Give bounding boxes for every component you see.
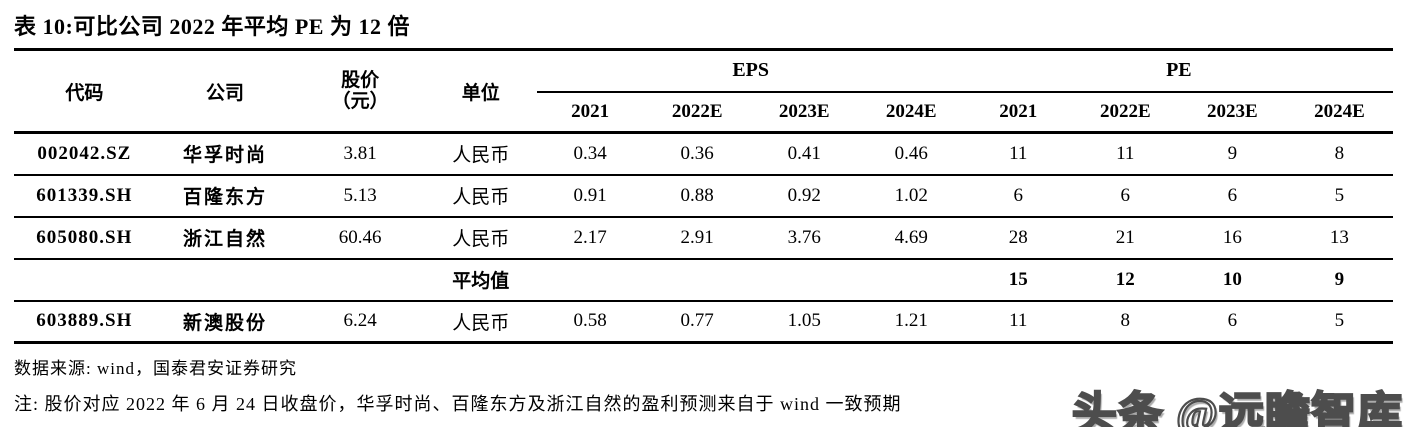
table-year-header-row: 2021 2022E 2023E 2024E 2021 2022E 2023E … (14, 91, 1393, 134)
col-header-price-line2: （元） (331, 91, 389, 112)
cell-eps-2022e: 0.36 (643, 132, 751, 176)
cell-pe-2022e: 11 (1071, 132, 1179, 176)
cell-pe-2022e: 21 (1071, 216, 1179, 260)
cell-pe-2022e: 6 (1071, 174, 1179, 218)
cell-unit: 人民币 (424, 300, 537, 344)
cell-pe-2024e: 5 (1285, 300, 1393, 344)
cell-pe-2024e: 9 (1285, 258, 1393, 302)
cell-unit: 人民币 (424, 132, 537, 176)
cell-price: 5.13 (295, 174, 425, 218)
cell-code: 603889.SH (14, 300, 155, 344)
cell-eps-2023e (750, 258, 858, 302)
cell-eps-2022e: 0.77 (643, 300, 751, 344)
cell-price: 3.81 (295, 132, 425, 176)
cell-eps-2023e: 0.92 (750, 174, 858, 218)
cell-eps-2021: 0.91 (536, 174, 644, 218)
cell-eps-2024e: 4.69 (857, 216, 965, 260)
cell-code: 601339.SH (14, 174, 155, 218)
cell-pe-2023e: 9 (1178, 132, 1286, 176)
cell-pe-2024e: 5 (1285, 174, 1393, 218)
cell-eps-2024e: 1.21 (857, 300, 965, 344)
cell-company: 浙江自然 (154, 216, 296, 260)
col-header-code: 代码 (14, 49, 155, 134)
cell-code: 605080.SH (14, 216, 155, 260)
col-header-pe-2022e: 2022E (1071, 91, 1179, 134)
cell-pe-2024e: 8 (1285, 132, 1393, 176)
table-title: 表 10:可比公司 2022 年平均 PE 为 12 倍 (14, 14, 410, 39)
col-header-price-line1: 股价 (341, 70, 380, 91)
cell-eps-2023e: 0.41 (750, 132, 858, 176)
col-header-eps-2021: 2021 (536, 91, 644, 134)
table-row-bailong: 601339.SH 百隆东方 5.13 人民币 0.91 0.88 0.92 1… (14, 174, 1393, 218)
cell-eps-2021: 2.17 (536, 216, 644, 260)
cell-unit: 人民币 (424, 174, 537, 218)
table-group-header-row: 代码 公司 股价 （元） 单位 EPS PE (14, 49, 1393, 134)
cell-pe-2022e: 8 (1071, 300, 1179, 344)
cell-eps-2021: 0.34 (536, 132, 644, 176)
data-source-note: 数据来源: wind，国泰君安证券研究 (14, 359, 297, 378)
table-row-zhejiang: 605080.SH 浙江自然 60.46 人民币 2.17 2.91 3.76 … (14, 216, 1393, 260)
cell-pe-2022e: 12 (1071, 258, 1179, 302)
comparable-companies-table: 代码 公司 股价 （元） 单位 EPS PE 2021 2022E 2023E … (14, 48, 1393, 344)
col-group-pe: PE (964, 49, 1393, 93)
cell-eps-2022e: 2.91 (643, 216, 751, 260)
cell-eps-2022e (643, 258, 751, 302)
cell-pe-2021: 6 (964, 174, 1072, 218)
table-row-average: 平均值 15 12 10 9 (14, 258, 1393, 302)
cell-eps-2024e (857, 258, 965, 302)
cell-pe-2023e: 6 (1178, 174, 1286, 218)
cell-unit: 人民币 (424, 216, 537, 260)
cell-eps-2022e: 0.88 (643, 174, 751, 218)
table-row-huafu: 002042.SZ 华孚时尚 3.81 人民币 0.34 0.36 0.41 0… (14, 132, 1393, 176)
cell-code: 002042.SZ (14, 132, 155, 176)
cell-pe-2023e: 6 (1178, 300, 1286, 344)
col-header-pe-2024e: 2024E (1285, 91, 1393, 134)
col-header-eps-2023e: 2023E (750, 91, 858, 134)
cell-company: 百隆东方 (154, 174, 296, 218)
col-group-eps: EPS (536, 49, 965, 93)
table-row-xinao: 603889.SH 新澳股份 6.24 人民币 0.58 0.77 1.05 1… (14, 300, 1393, 344)
report-table-section: 表 10:可比公司 2022 年平均 PE 为 12 倍 代码 公司 股价 （元… (0, 9, 1407, 416)
cell-pe-2023e: 16 (1178, 216, 1286, 260)
cell-eps-2024e: 1.02 (857, 174, 965, 218)
col-header-pe-2023e: 2023E (1178, 91, 1286, 134)
cell-pe-2023e: 10 (1178, 258, 1286, 302)
cell-eps-2023e: 3.76 (750, 216, 858, 260)
cell-company: 新澳股份 (154, 300, 296, 344)
watermark: 头条 @远瞻智库 (1071, 388, 1403, 427)
cell-pe-2021: 28 (964, 216, 1072, 260)
col-header-price: 股价 （元） (295, 49, 425, 134)
cell-price (295, 258, 425, 302)
cell-pe-2021: 11 (964, 300, 1072, 344)
cell-price: 60.46 (295, 216, 425, 260)
col-header-company: 公司 (154, 49, 296, 134)
cell-pe-2021: 15 (964, 258, 1072, 302)
cell-company (154, 258, 296, 302)
cell-eps-2023e: 1.05 (750, 300, 858, 344)
cell-code (14, 258, 155, 302)
cell-pe-2024e: 13 (1285, 216, 1393, 260)
footnote: 注: 股价对应 2022 年 6 月 24 日收盘价，华孚时尚、百隆东方及浙江自… (14, 394, 902, 414)
average-label: 平均值 (424, 258, 537, 302)
cell-eps-2021: 0.58 (536, 300, 644, 344)
cell-price: 6.24 (295, 300, 425, 344)
col-header-pe-2021: 2021 (964, 91, 1072, 134)
col-header-eps-2022e: 2022E (643, 91, 751, 134)
col-header-unit: 单位 (424, 49, 537, 134)
cell-pe-2021: 11 (964, 132, 1072, 176)
cell-company: 华孚时尚 (154, 132, 296, 176)
col-header-eps-2024e: 2024E (857, 91, 965, 134)
cell-eps-2021 (536, 258, 644, 302)
cell-eps-2024e: 0.46 (857, 132, 965, 176)
